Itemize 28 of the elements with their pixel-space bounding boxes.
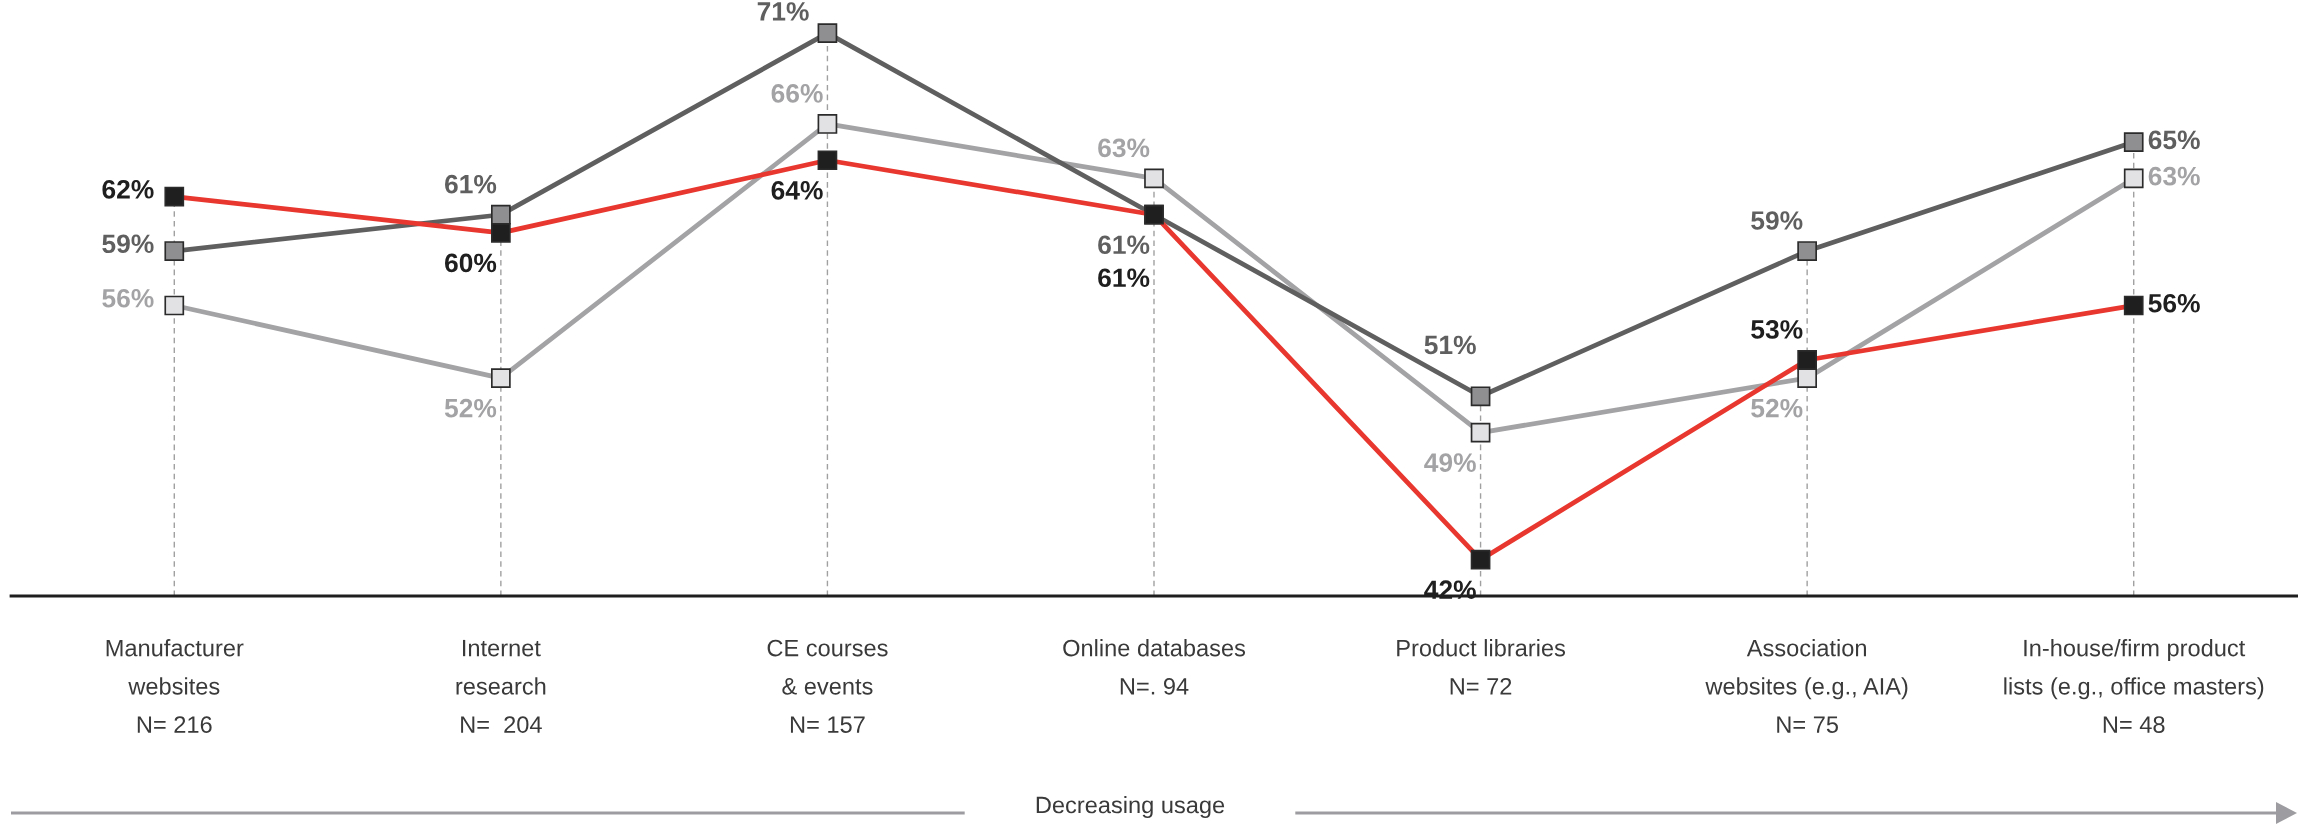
data-label: 61% <box>1098 235 1150 255</box>
data-label: 64% <box>771 180 823 200</box>
data-label: 63% <box>2148 166 2200 186</box>
data-label: 63% <box>1098 138 1150 158</box>
data-label: 51% <box>1424 335 1476 355</box>
data-label: 60% <box>445 253 497 273</box>
data-label: 71% <box>757 2 809 21</box>
x-tick-label: Product libraries N= 72 <box>1397 639 1566 695</box>
data-label: 66% <box>771 84 823 103</box>
text: Decreasing usage <box>1036 795 1225 819</box>
data-label: 53% <box>1751 320 1803 339</box>
data-label: 49% <box>1424 453 1476 472</box>
x-tick-label: Internet research N= 204 <box>456 639 546 733</box>
data-label: 62% <box>102 179 154 199</box>
data-label: 59% <box>1751 211 1803 230</box>
data-label: 56% <box>102 288 154 308</box>
data-label: 59% <box>102 234 154 254</box>
data-label: 65% <box>2148 130 2200 150</box>
x-tick-label: Manufacturer websites N= 216 <box>106 639 244 733</box>
data-label: 52% <box>444 398 497 418</box>
data-label: 56% <box>2148 293 2200 313</box>
data-label: 52% <box>1751 398 1803 418</box>
data-label: 61% <box>1098 268 1150 288</box>
x-tick-label: In-house/firm product lists (e.g., office masters) N= 48 <box>2004 639 2264 733</box>
data-label: 61% <box>445 174 497 194</box>
x-tick-label: Association websites (e.g., AIA) N= 75 <box>1705 639 1908 733</box>
x-tick-label: Online databases N=. 94 <box>1063 639 1246 695</box>
x-tick-label: CE courses & events N= 157 <box>767 639 888 733</box>
